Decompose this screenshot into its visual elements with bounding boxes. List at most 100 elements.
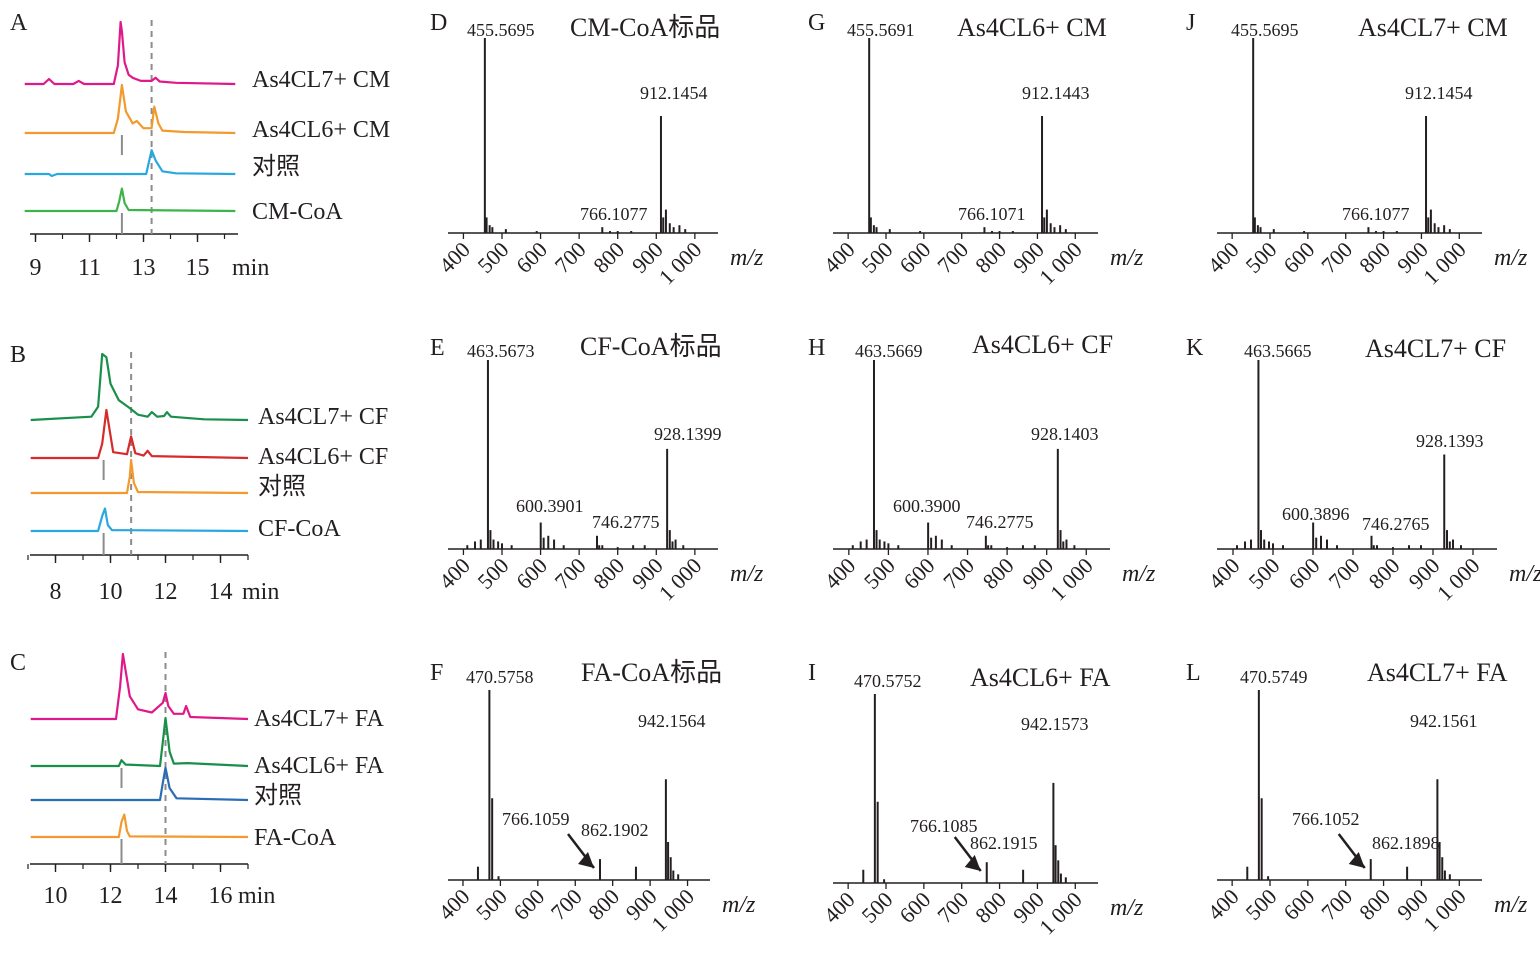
- chromatogram-trace: [30, 766, 249, 802]
- x-tick-label: 700: [1316, 237, 1357, 278]
- panel-letter: K: [1186, 335, 1204, 361]
- peak-label: 455.5695: [467, 20, 535, 40]
- peak-label: 766.1052: [1292, 809, 1360, 829]
- peak-label: 928.1403: [1031, 424, 1099, 444]
- panel-letter: A: [10, 10, 28, 36]
- peak-label: 862.1898: [1372, 833, 1440, 853]
- x-tick-label: 700: [550, 237, 591, 278]
- x-tick-label: 9: [30, 255, 42, 281]
- x-tick-label: 800: [970, 237, 1011, 278]
- arrow-head: [1348, 852, 1365, 868]
- x-tick-label: 400: [434, 553, 475, 594]
- x-axis-label: m/z: [1122, 561, 1156, 587]
- x-axis-label: min: [238, 883, 275, 909]
- panel-letter: I: [808, 660, 816, 686]
- series-label: As4CL6+ FA: [254, 753, 384, 779]
- peak-label: 942.1564: [638, 711, 706, 731]
- x-tick-label: 500: [473, 237, 514, 278]
- peak-label: 862.1902: [581, 820, 649, 840]
- chromatogram-trace: [24, 20, 236, 86]
- spectrum-title: As4CL7+ CF: [1365, 334, 1506, 363]
- peak-label: 463.5673: [467, 341, 535, 361]
- x-tick-label: 700: [1316, 884, 1357, 925]
- x-tick-label: 600: [1278, 237, 1319, 278]
- x-tick-label: 11: [78, 255, 101, 281]
- x-tick-label: 400: [819, 553, 860, 594]
- peak-label: 928.1399: [654, 424, 722, 444]
- peak-label: 766.1077: [1342, 204, 1410, 224]
- x-tick-label: 800: [970, 887, 1011, 928]
- x-axis-label: m/z: [1110, 895, 1144, 921]
- chromatogram-trace: [30, 408, 249, 460]
- x-tick-label: 700: [938, 553, 979, 594]
- x-tick-label: 800: [588, 553, 629, 594]
- spectrum-title: FA-CoA标品: [581, 658, 722, 687]
- peak-label: 746.2765: [1362, 514, 1430, 534]
- spectrum-title: CF-CoA标品: [580, 332, 722, 361]
- x-tick-label: 600: [508, 884, 549, 925]
- x-tick-label: 500: [473, 553, 514, 594]
- x-tick-label: 500: [1241, 884, 1282, 925]
- peak-label: 942.1561: [1410, 711, 1478, 731]
- spectrum-title: As4CL7+ CM: [1358, 13, 1508, 42]
- series-label: As4CL6+ CM: [252, 117, 390, 143]
- panel-letter: F: [430, 660, 443, 686]
- peak-label: 470.5749: [1240, 667, 1308, 687]
- spectrum-title: As4CL7+ FA: [1367, 658, 1508, 687]
- series-label: As4CL7+ CM: [252, 67, 390, 93]
- series-label: FA-CoA: [254, 825, 337, 851]
- peak-label: 463.5669: [855, 341, 923, 361]
- x-tick-label: 400: [434, 237, 475, 278]
- x-tick-label: 13: [132, 255, 156, 281]
- panel-letter: B: [10, 342, 26, 368]
- peak-label: 766.1071: [958, 204, 1026, 224]
- x-axis-label: m/z: [1494, 245, 1528, 271]
- x-tick-label: 400: [1203, 884, 1244, 925]
- x-tick-label: 700: [932, 887, 973, 928]
- x-axis-label: m/z: [1509, 561, 1540, 587]
- panel-letter: G: [808, 10, 825, 36]
- x-tick-label: 1 000: [654, 553, 707, 606]
- x-tick-label: 400: [1204, 553, 1245, 594]
- x-tick-label: 1 000: [1045, 553, 1098, 606]
- x-tick-label: 800: [1364, 553, 1405, 594]
- x-tick-label: 10: [44, 883, 68, 909]
- x-axis-label: m/z: [1110, 245, 1144, 271]
- x-tick-label: 1 000: [1432, 553, 1485, 606]
- x-tick-label: 16: [209, 883, 233, 909]
- x-tick-label: 800: [588, 237, 629, 278]
- x-tick-label: 1 000: [1418, 884, 1471, 937]
- x-tick-label: 15: [186, 255, 210, 281]
- x-tick-label: 400: [819, 887, 860, 928]
- x-tick-label: 600: [511, 553, 552, 594]
- x-tick-label: 700: [546, 884, 587, 925]
- x-tick-label: 600: [1278, 884, 1319, 925]
- spectrum-title: CM-CoA标品: [570, 13, 720, 42]
- x-tick-label: 1 000: [654, 237, 707, 290]
- panel-letter: J: [1186, 10, 1195, 36]
- x-tick-label: 1 000: [646, 884, 699, 937]
- chromatogram-trace: [24, 187, 236, 213]
- x-tick-label: 600: [1284, 553, 1325, 594]
- x-axis-label: m/z: [722, 892, 756, 918]
- spectrum-title: As4CL6+ CF: [972, 330, 1113, 359]
- x-axis-label: m/z: [730, 561, 764, 587]
- peak-label: 746.2775: [966, 512, 1034, 532]
- panel-letter: D: [430, 10, 447, 36]
- series-label: As4CL7+ CF: [258, 404, 388, 430]
- x-tick-label: 12: [99, 883, 123, 909]
- peak-label: 470.5752: [854, 671, 922, 691]
- peak-label: 862.1915: [970, 833, 1038, 853]
- x-tick-label: 800: [583, 884, 624, 925]
- x-tick-label: 500: [857, 237, 898, 278]
- chromatogram-trace: [30, 352, 249, 422]
- x-axis-label: m/z: [1494, 892, 1528, 918]
- peak-label: 463.5665: [1244, 341, 1312, 361]
- x-tick-label: 1 000: [1034, 237, 1087, 290]
- chromatogram-trace: [30, 507, 249, 533]
- x-tick-label: 500: [857, 887, 898, 928]
- panel-letter: C: [10, 650, 26, 676]
- peak-label: 928.1393: [1416, 431, 1484, 451]
- x-axis-label: m/z: [730, 245, 764, 271]
